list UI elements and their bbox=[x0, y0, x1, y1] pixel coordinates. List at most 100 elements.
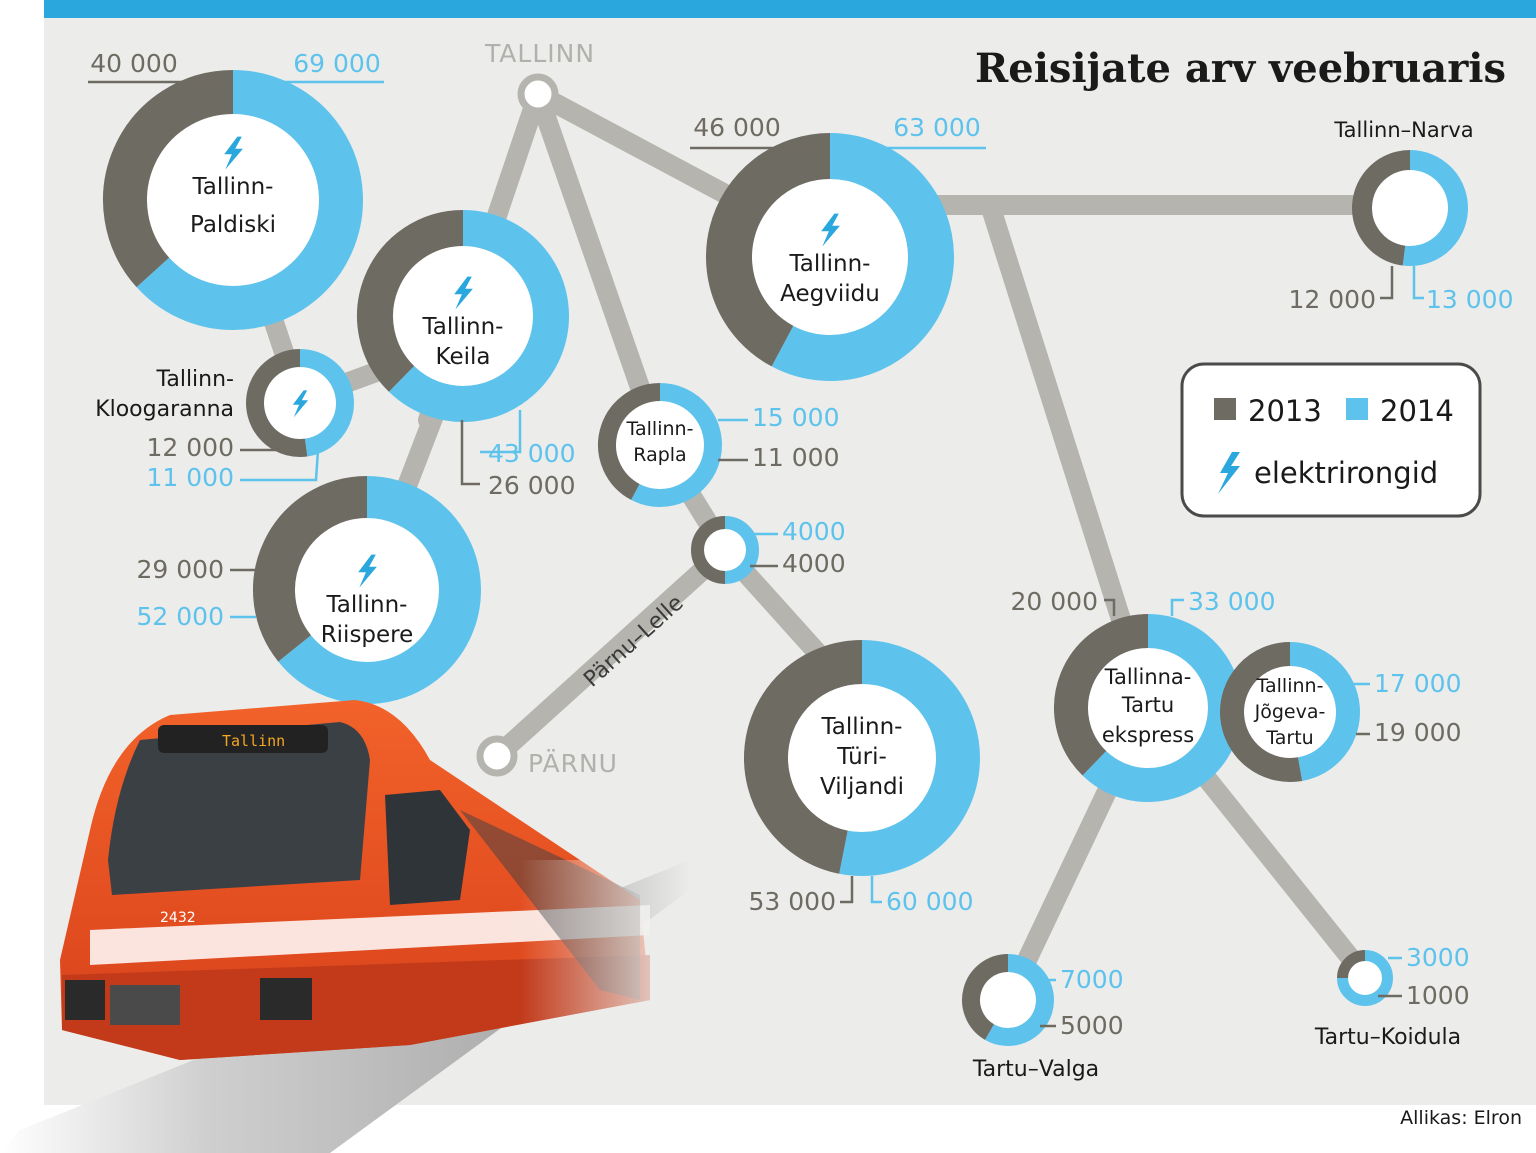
lightning-icon bbox=[1218, 452, 1240, 494]
segment-2013 bbox=[253, 476, 368, 662]
route-names: Tallinn- Paldiski Tallinn- Keila Tallinn- Klo… bbox=[95, 118, 1473, 1082]
segment-2013 bbox=[1054, 614, 1149, 776]
route-donut bbox=[103, 70, 363, 330]
leader-line bbox=[480, 410, 522, 454]
legend-label-2013: 2013 bbox=[1248, 394, 1322, 428]
legend-swatch-2013 bbox=[1214, 398, 1236, 420]
donut-center bbox=[393, 246, 533, 386]
segment-2014 bbox=[631, 383, 722, 507]
donut-center bbox=[704, 529, 746, 571]
leader-line bbox=[1380, 266, 1394, 300]
route-name: Keila bbox=[436, 344, 491, 370]
donut-center bbox=[616, 401, 704, 489]
train-number: 2432 bbox=[160, 910, 196, 926]
segment-2014 bbox=[1289, 642, 1360, 781]
leader-line bbox=[870, 876, 882, 904]
train-destination-sign: Tallinn bbox=[222, 732, 285, 750]
route-name: Jõgeva- bbox=[1254, 701, 1326, 723]
route-donut bbox=[1352, 150, 1468, 266]
value-label-2013: 29 000 bbox=[137, 555, 224, 584]
segment-2013 bbox=[357, 210, 464, 392]
route-donut bbox=[1220, 642, 1360, 782]
donut-center bbox=[788, 684, 936, 832]
segment-2014 bbox=[985, 954, 1054, 1046]
route-name: Kloogaranna bbox=[95, 397, 234, 422]
value-label-2013: 4000 bbox=[782, 549, 846, 578]
value-leader-lines bbox=[88, 80, 1424, 1028]
route-donut bbox=[598, 383, 722, 507]
segment-2014 bbox=[1402, 150, 1468, 266]
value-label-2013: 53 000 bbox=[749, 887, 836, 916]
value-label-2014: 52 000 bbox=[137, 602, 224, 631]
lightning-icon bbox=[292, 390, 309, 418]
route-name: Paldiski bbox=[190, 212, 276, 238]
value-label-2013: 46 000 bbox=[693, 113, 780, 142]
leader-line bbox=[240, 449, 320, 482]
route-name: Tartu bbox=[1265, 727, 1313, 749]
tallinn-station bbox=[517, 73, 559, 115]
segment-2014 bbox=[724, 516, 759, 584]
segment-2013 bbox=[1352, 150, 1411, 266]
route-name: Tallinn- bbox=[626, 418, 694, 440]
train-illustration: Tallinn 2432 bbox=[0, 700, 690, 1153]
value-label-2013: 1000 bbox=[1406, 981, 1470, 1010]
value-label-2014: 13 000 bbox=[1426, 285, 1513, 314]
lightning-icon bbox=[358, 554, 377, 588]
lightning-icon bbox=[454, 276, 473, 310]
donut-center bbox=[1088, 648, 1208, 768]
route-name: Riispere bbox=[321, 622, 414, 648]
segment-2013 bbox=[246, 349, 308, 457]
route-donut bbox=[744, 640, 980, 876]
route-name: Viljandi bbox=[820, 774, 904, 800]
value-label-2014: 63 000 bbox=[893, 113, 980, 142]
donut-center bbox=[147, 114, 319, 286]
segment-2014 bbox=[388, 210, 569, 422]
value-label-2013: 26 000 bbox=[488, 471, 575, 500]
route-name: Tallinn- bbox=[789, 251, 871, 277]
segment-2013 bbox=[744, 640, 863, 874]
legend: 2013 2014 elektrirongid bbox=[1180, 362, 1482, 518]
value-label-2013: 40 000 bbox=[90, 49, 177, 78]
route-name: Tallinn- bbox=[821, 714, 903, 740]
segment-2014 bbox=[136, 70, 363, 330]
segment-2014 bbox=[771, 133, 954, 381]
source-note: Allikas: Elron bbox=[1400, 1107, 1522, 1129]
segment-2013 bbox=[691, 516, 726, 584]
route-name: Tallinn–Narva bbox=[1333, 118, 1473, 142]
segment-2013 bbox=[706, 133, 831, 367]
route-name: Tartu bbox=[1121, 693, 1174, 717]
value-label-2013: 12 000 bbox=[147, 433, 234, 462]
value-label-2014: 11 000 bbox=[147, 463, 234, 492]
value-label-2014: 7000 bbox=[1060, 965, 1124, 994]
leader-line bbox=[460, 420, 480, 486]
value-label-2013: 20 000 bbox=[1011, 587, 1098, 616]
value-label-2014: 17 000 bbox=[1374, 669, 1461, 698]
value-label-2014: 4000 bbox=[782, 517, 846, 546]
segment-2013 bbox=[962, 954, 1009, 1040]
value-label-2014: 60 000 bbox=[886, 887, 973, 916]
value-label-2013: 11 000 bbox=[752, 443, 839, 472]
leader-line bbox=[1170, 598, 1184, 616]
route-name: Tallinn- bbox=[326, 592, 408, 618]
value-label-2014: 43 000 bbox=[488, 439, 575, 468]
donut-center bbox=[980, 972, 1036, 1028]
route-donut bbox=[1054, 614, 1242, 802]
leader-line bbox=[840, 876, 854, 904]
value-label-2014: 15 000 bbox=[752, 403, 839, 432]
segment-2014 bbox=[1337, 950, 1393, 1006]
legend-label-electric: elektrirongid bbox=[1254, 456, 1438, 490]
segment-2014 bbox=[1082, 614, 1242, 802]
parnu-station bbox=[476, 735, 518, 777]
route-name: Türi- bbox=[836, 744, 887, 770]
route-donut bbox=[962, 954, 1054, 1046]
chart-title: Reisijate arv veebruaris bbox=[975, 45, 1506, 92]
segment-2013 bbox=[103, 70, 234, 288]
city-label-parnu: PÄRNU bbox=[528, 749, 618, 778]
leader-line bbox=[1412, 266, 1424, 300]
route-name: Tallinn- bbox=[156, 367, 234, 392]
route-name: Tartu–Valga bbox=[972, 1057, 1099, 1082]
route-donut bbox=[1337, 950, 1393, 1006]
top-bar bbox=[44, 0, 1536, 18]
